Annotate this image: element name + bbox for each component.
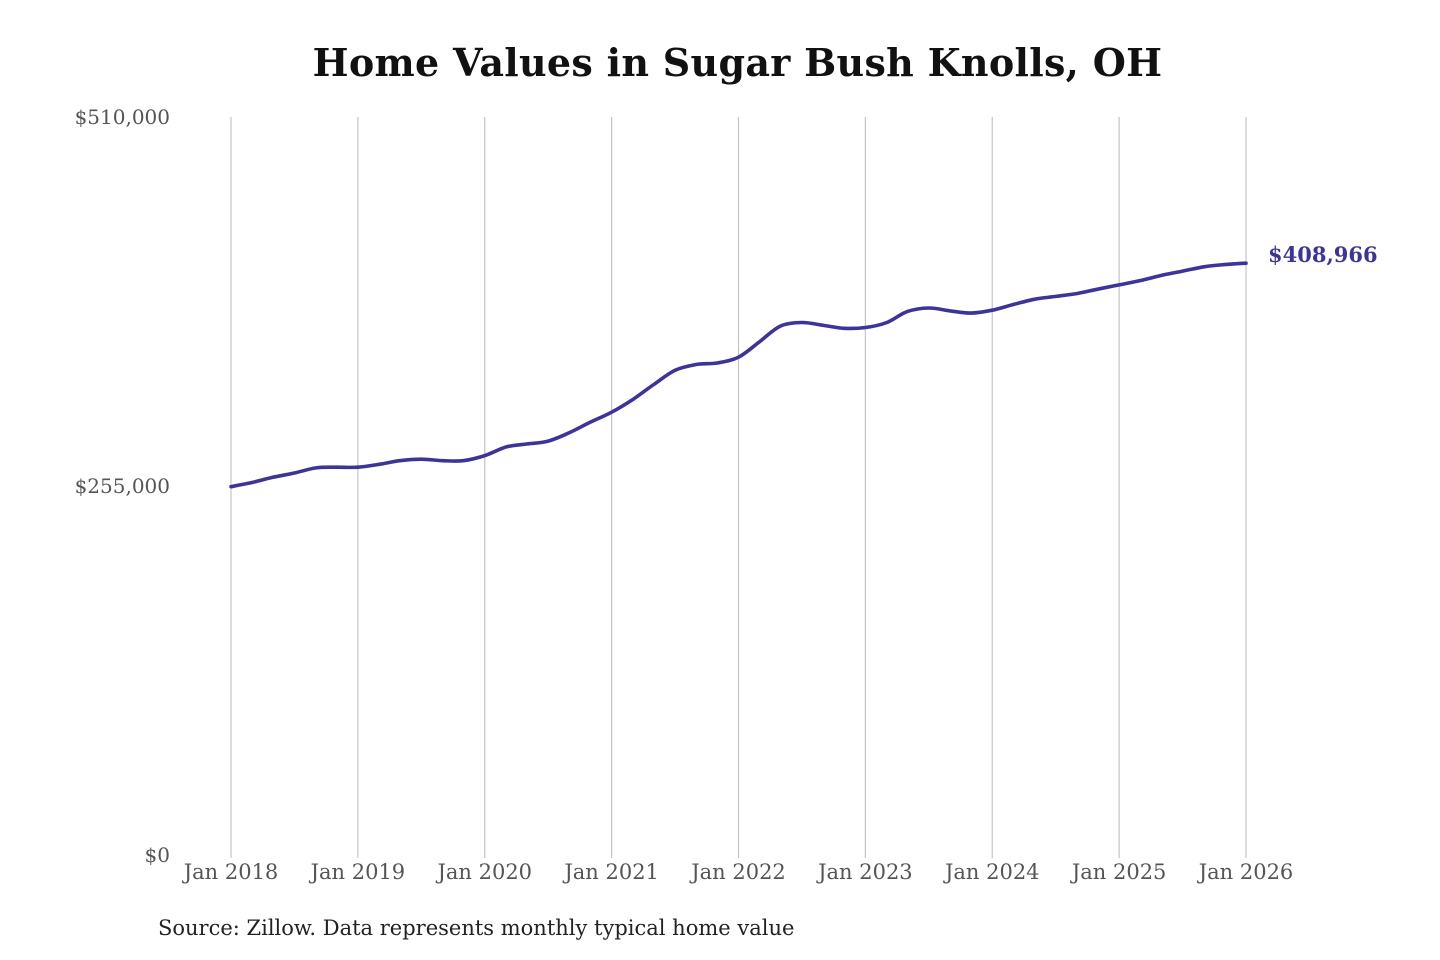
home-value-line: [229, 261, 1248, 489]
end-value-label: $408,966: [1268, 242, 1378, 267]
x-tick-label: Jan 2019: [309, 860, 406, 884]
x-tick-label: Jan 2021: [562, 860, 659, 884]
grid-lines: [230, 117, 1247, 858]
x-axis: Jan 2018 Jan 2019 Jan 2020 Jan 2021 Jan 2022…: [182, 860, 1294, 884]
x-tick-label: Jan 2023: [816, 860, 913, 884]
x-tick-label: Jan 2025: [1070, 860, 1167, 884]
chart-title: Home Values in Sugar Bush Knolls, OH: [312, 40, 1163, 85]
source-note: Source: Zillow. Data represents monthly …: [158, 916, 795, 940]
y-tick-label: $0: [145, 843, 170, 867]
annotations: $408,966: [1268, 242, 1378, 267]
x-tick-label: Jan 2022: [689, 860, 786, 884]
x-tick-label: Jan 2018: [182, 860, 279, 884]
y-tick-label: $255,000: [75, 474, 170, 498]
x-tick-label: Jan 2024: [943, 860, 1040, 884]
y-tick-label: $510,000: [75, 105, 170, 129]
series-layer: [229, 261, 1248, 489]
y-axis: $0 $255,000 $510,000: [75, 105, 170, 867]
x-tick-label: Jan 2026: [1197, 860, 1294, 884]
x-tick-label: Jan 2020: [435, 860, 532, 884]
